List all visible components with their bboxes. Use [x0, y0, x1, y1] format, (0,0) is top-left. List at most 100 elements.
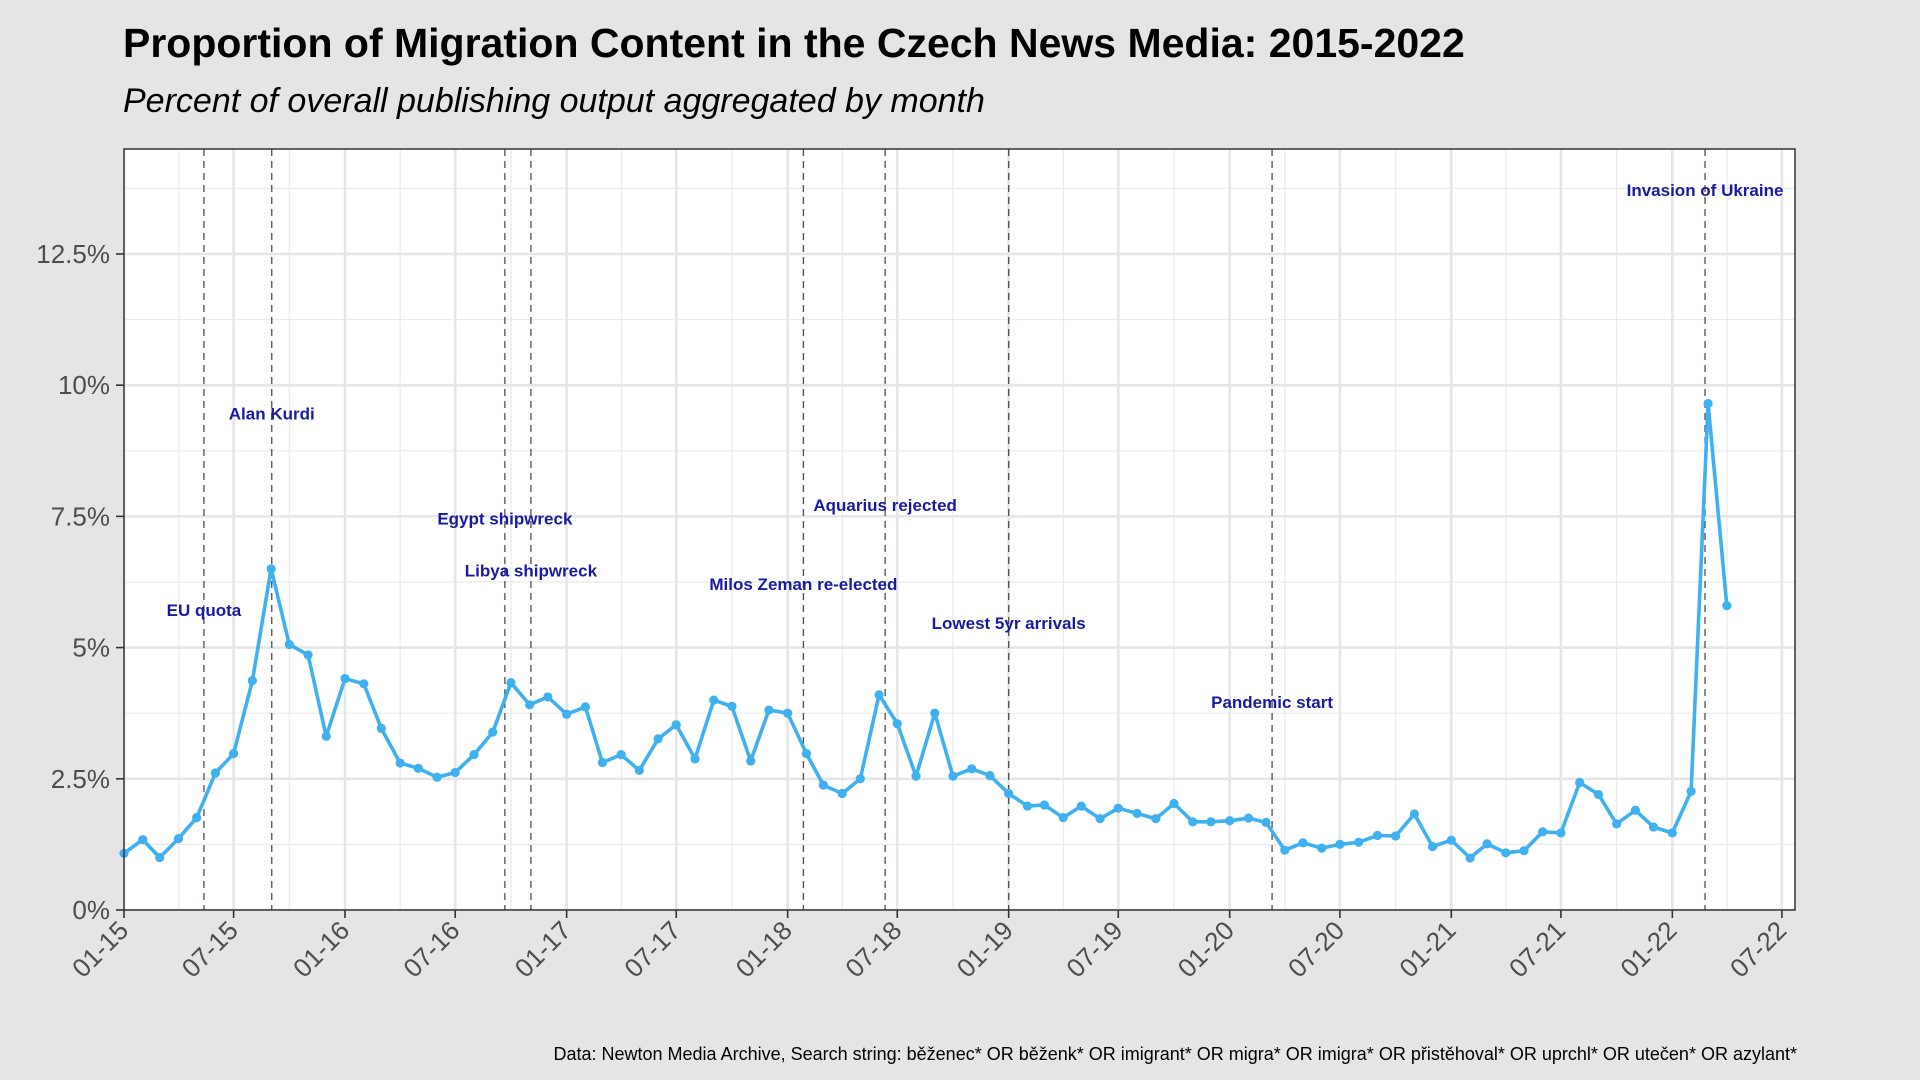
- event-label: Libya shipwreck: [465, 562, 598, 581]
- event-label: Aquarius rejected: [813, 496, 957, 515]
- data-point: [1538, 827, 1548, 837]
- data-point: [709, 695, 719, 705]
- data-point: [155, 852, 165, 863]
- data-point: [395, 758, 405, 768]
- series-line-layer: [122, 401, 1729, 860]
- x-tick-label: 01-18: [730, 915, 798, 983]
- data-point: [1243, 813, 1254, 823]
- data-point: [653, 734, 663, 744]
- data-point: [192, 813, 202, 823]
- data-point: [1058, 813, 1068, 823]
- series-line: [122, 401, 1729, 860]
- grid-layer: [122, 149, 1795, 912]
- data-point: [303, 650, 313, 660]
- data-point: [562, 709, 572, 719]
- data-point: [1169, 798, 1179, 809]
- data-point: [506, 678, 516, 688]
- data-point: [671, 720, 681, 730]
- data-point: [1206, 817, 1216, 827]
- y-tick-label: 5%: [72, 633, 110, 663]
- data-point: [1409, 809, 1419, 819]
- data-point: [837, 788, 847, 799]
- data-point: [1519, 846, 1529, 856]
- y-tick-label: 7.5%: [51, 501, 110, 531]
- data-point: [1612, 819, 1622, 829]
- data-point: [967, 764, 977, 774]
- y-tick-label: 0%: [72, 895, 110, 925]
- data-point: [580, 702, 591, 712]
- x-tick-label: 07-15: [176, 915, 244, 983]
- data-point: [1151, 814, 1161, 824]
- data-point: [284, 639, 294, 650]
- data-point: [930, 708, 940, 718]
- data-point: [783, 708, 793, 718]
- x-tick-label: 01-21: [1393, 915, 1461, 983]
- x-tick-label: 01-16: [287, 915, 355, 983]
- data-point: [818, 780, 828, 790]
- event-label: Pandemic start: [1211, 693, 1333, 712]
- x-tick-label: 07-17: [618, 915, 686, 983]
- data-point: [1667, 828, 1677, 838]
- data-point: [1391, 831, 1401, 841]
- data-point: [634, 765, 644, 775]
- chart-subtitle: Percent of overall publishing output agg…: [123, 82, 985, 120]
- data-point: [173, 834, 184, 844]
- data-point: [874, 690, 884, 700]
- data-point: [321, 731, 331, 741]
- event-label: Lowest 5yr arrivals: [932, 614, 1086, 633]
- data-point: [1004, 788, 1014, 799]
- y-tick-label: 12.5%: [36, 239, 110, 269]
- data-point: [948, 771, 958, 781]
- event-label: Invasion of Ukraine: [1627, 181, 1784, 200]
- data-point: [1593, 789, 1604, 800]
- data-point: [1076, 801, 1086, 811]
- event-label: Egypt shipwreck: [437, 509, 573, 528]
- data-point: [1113, 803, 1123, 813]
- x-tick-label: 07-21: [1503, 915, 1571, 983]
- x-tick-label: 01-15: [66, 915, 134, 983]
- data-point: [911, 771, 921, 781]
- data-point: [469, 750, 479, 760]
- data-point: [376, 723, 386, 734]
- event-label: Milos Zeman re-elected: [709, 575, 897, 594]
- data-point: [1372, 830, 1383, 841]
- data-point: [1132, 808, 1142, 819]
- y-tick-label: 2.5%: [51, 764, 110, 794]
- data-point: [1686, 786, 1696, 796]
- data-point: [359, 679, 369, 689]
- plot-panel-border: [123, 148, 1796, 911]
- data-point: [1188, 817, 1198, 827]
- x-tick-label: 07-22: [1724, 915, 1792, 983]
- data-point: [432, 772, 442, 782]
- data-point: [1335, 839, 1345, 849]
- x-tick-label: 07-16: [397, 915, 465, 983]
- data-point: [229, 749, 239, 759]
- y-tick-label: 10%: [58, 370, 110, 400]
- x-tick-label: 07-18: [839, 915, 907, 983]
- series-points-layer: [119, 398, 1732, 863]
- data-point: [1427, 841, 1438, 852]
- x-tick-label: 07-20: [1282, 915, 1350, 983]
- event-labels-layer: EU quota Alan Kurdi Egypt shipwreck Libya s…: [167, 181, 1784, 712]
- data-point: [340, 673, 350, 684]
- data-point: [1482, 839, 1492, 849]
- data-point: [1575, 777, 1585, 788]
- data-point: [1039, 800, 1049, 810]
- data-point: [210, 768, 221, 778]
- data-point: [1354, 837, 1364, 847]
- x-tick-label: 01-22: [1614, 915, 1682, 983]
- data-point: [543, 692, 553, 702]
- data-point: [1446, 835, 1456, 845]
- data-point: [616, 750, 626, 760]
- data-point: [138, 835, 148, 845]
- data-point: [764, 705, 774, 715]
- data-point: [247, 676, 257, 686]
- data-point: [1501, 848, 1511, 858]
- data-point: [1722, 601, 1732, 611]
- data-point: [892, 719, 902, 729]
- x-tick-label: 01-17: [509, 915, 577, 983]
- x-tick-label: 07-19: [1060, 915, 1128, 983]
- data-point: [413, 763, 423, 773]
- data-point: [1317, 843, 1327, 853]
